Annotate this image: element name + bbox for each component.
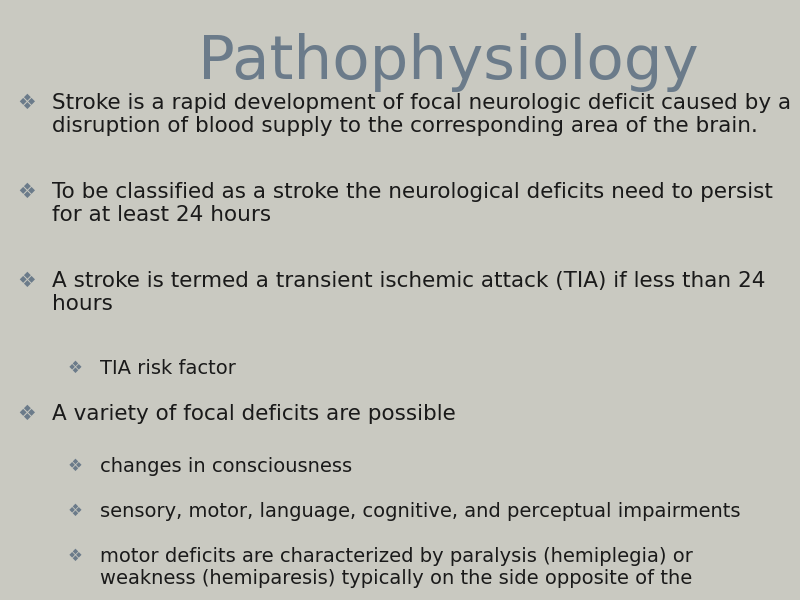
Text: A variety of focal deficits are possible: A variety of focal deficits are possible xyxy=(52,404,456,424)
Text: ❖: ❖ xyxy=(18,182,36,202)
Text: TIA risk factor: TIA risk factor xyxy=(100,359,236,379)
Text: Stroke is a rapid development of focal neurologic deficit caused by a
disruption: Stroke is a rapid development of focal n… xyxy=(52,93,791,136)
Text: ❖: ❖ xyxy=(68,457,83,475)
Text: motor deficits are characterized by paralysis (hemiplegia) or
weakness (hemipare: motor deficits are characterized by para… xyxy=(100,547,693,588)
Text: changes in consciousness: changes in consciousness xyxy=(100,457,352,476)
Text: A stroke is termed a transient ischemic attack (TIA) if less than 24
hours: A stroke is termed a transient ischemic … xyxy=(52,271,766,314)
Text: ❖: ❖ xyxy=(68,502,83,520)
Text: sensory, motor, language, cognitive, and perceptual impairments: sensory, motor, language, cognitive, and… xyxy=(100,502,741,521)
Text: ❖: ❖ xyxy=(18,404,36,424)
Text: ❖: ❖ xyxy=(68,359,83,377)
Text: Pathophysiology: Pathophysiology xyxy=(198,33,698,92)
Text: ❖: ❖ xyxy=(18,93,36,113)
Text: To be classified as a stroke the neurological deficits need to persist
for at le: To be classified as a stroke the neurolo… xyxy=(52,182,773,225)
Text: ❖: ❖ xyxy=(18,271,36,290)
Text: ❖: ❖ xyxy=(68,547,83,565)
